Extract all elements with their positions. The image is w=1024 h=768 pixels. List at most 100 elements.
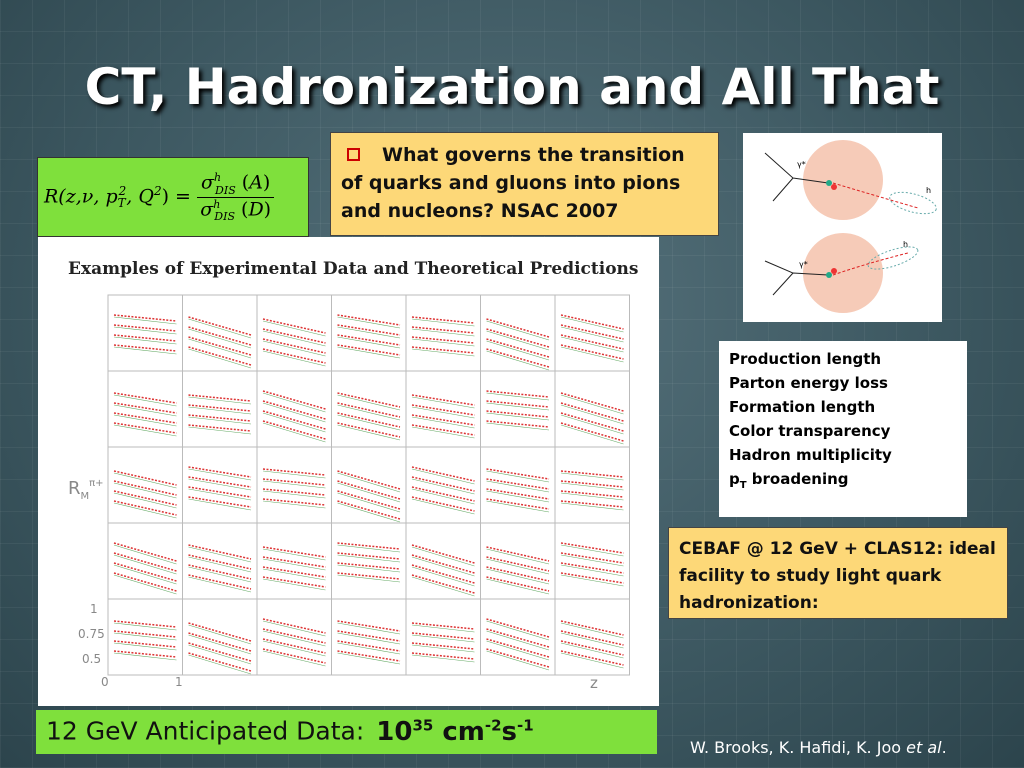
t: p — [105, 185, 118, 208]
curve — [337, 490, 401, 510]
curve — [411, 574, 475, 594]
diagram: γ* h γ* h — [743, 133, 942, 322]
curve — [411, 486, 475, 502]
curve — [337, 620, 401, 632]
curve — [262, 618, 326, 634]
t: σ — [200, 171, 214, 194]
t: DIS — [215, 183, 236, 197]
x-tick: 0 — [101, 675, 109, 689]
curve — [113, 402, 177, 414]
curve — [486, 402, 550, 411]
curve — [188, 566, 252, 583]
curve — [337, 630, 401, 642]
curve — [113, 564, 177, 585]
curve — [113, 414, 177, 427]
curve — [486, 478, 550, 490]
t: π+ — [89, 478, 103, 489]
curve — [486, 470, 550, 483]
curve — [188, 466, 252, 478]
curve — [411, 478, 475, 495]
t: T — [739, 480, 747, 491]
curve — [411, 576, 475, 597]
panel — [405, 370, 481, 448]
t: -1 — [517, 716, 534, 734]
curve — [337, 482, 401, 503]
curve — [188, 426, 252, 435]
curve — [560, 334, 624, 350]
curve — [560, 324, 624, 340]
curve — [188, 624, 252, 645]
panel — [256, 598, 332, 676]
curve — [262, 490, 326, 499]
panel — [182, 598, 258, 676]
curve — [113, 480, 177, 496]
t: T — [117, 196, 126, 211]
formula: R(z,ν, pT2, Q2) = σhDIS (A) σhDIS (D) — [37, 157, 309, 237]
slide-title: CT, Hadronization and All That — [84, 58, 940, 116]
t: ( — [234, 197, 249, 220]
curve — [113, 336, 177, 345]
curve — [411, 556, 475, 577]
curve — [262, 420, 326, 440]
curve — [337, 574, 401, 583]
curve — [113, 424, 177, 437]
curve — [113, 544, 177, 565]
curve — [411, 328, 475, 337]
panel — [256, 294, 332, 372]
t: ν — [81, 185, 94, 208]
question-box: What governs the transition of quarks an… — [330, 132, 719, 236]
curve — [411, 488, 475, 505]
curve — [560, 542, 624, 554]
curve — [337, 472, 401, 493]
curve — [188, 546, 252, 563]
curve — [486, 498, 550, 510]
curve — [337, 470, 401, 490]
curve — [486, 620, 550, 641]
curve — [262, 620, 326, 637]
curve — [262, 320, 326, 337]
curve — [560, 652, 624, 669]
curve — [188, 326, 252, 346]
quark — [826, 180, 832, 186]
curve — [188, 654, 252, 675]
y-tick: 1 — [90, 602, 98, 616]
curve — [411, 546, 475, 567]
curve — [337, 414, 401, 431]
curve — [188, 396, 252, 405]
curve — [113, 642, 177, 651]
curve — [337, 480, 401, 500]
curve — [188, 348, 252, 369]
curve — [486, 392, 550, 401]
topic: Formation length — [729, 398, 876, 416]
curve — [486, 488, 550, 500]
curve — [188, 416, 252, 425]
curve — [486, 630, 550, 651]
curve — [486, 566, 550, 582]
curve — [560, 564, 624, 577]
curve — [560, 326, 624, 343]
panel — [554, 294, 630, 372]
curve — [560, 552, 624, 564]
topic: Production length — [729, 350, 882, 368]
curve — [262, 338, 326, 354]
curve — [560, 314, 624, 330]
t: R — [68, 478, 81, 499]
curve — [262, 340, 326, 357]
curve — [411, 426, 475, 439]
curve — [560, 344, 624, 360]
curve — [337, 554, 401, 563]
curve — [560, 472, 624, 481]
curve — [337, 544, 401, 553]
y-label: RMπ+ — [68, 478, 104, 502]
curve — [113, 554, 177, 575]
curve — [188, 468, 252, 481]
curve — [262, 638, 326, 654]
curve — [337, 652, 401, 665]
t: cm — [433, 716, 485, 747]
curve — [411, 468, 475, 485]
curve — [486, 338, 550, 358]
t: 12 GeV Anticipated Data: — [46, 716, 365, 746]
curve — [262, 348, 326, 364]
panel — [256, 522, 332, 600]
curve — [262, 412, 326, 433]
